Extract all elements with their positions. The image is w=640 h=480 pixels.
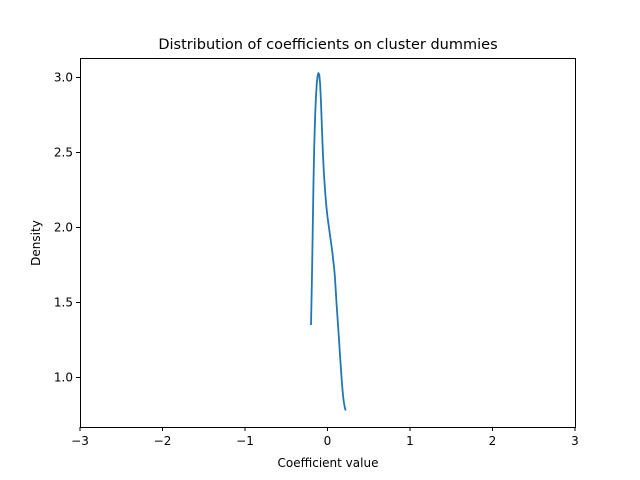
plot-layer bbox=[310, 72, 347, 411]
y-tick-label: 2.0 bbox=[54, 221, 73, 235]
y-axis-label: Density bbox=[29, 220, 43, 266]
x-tick-label: 3 bbox=[571, 434, 579, 448]
x-tick-label: −2 bbox=[154, 434, 172, 448]
x-tick-label: 2 bbox=[489, 434, 497, 448]
x-axis: −3 −2 −1 0 1 2 3 bbox=[71, 427, 579, 448]
density-line bbox=[310, 72, 347, 411]
chart-title: Distribution of coefficients on cluster … bbox=[158, 37, 497, 53]
x-tick-label: 0 bbox=[324, 434, 332, 448]
y-tick-label: 1.5 bbox=[54, 296, 73, 310]
x-tick-label: −1 bbox=[236, 434, 254, 448]
y-tick-label: 3.0 bbox=[54, 71, 73, 85]
y-axis: 1.0 1.5 2.0 2.5 3.0 bbox=[54, 71, 80, 385]
x-tick-label: 1 bbox=[406, 434, 414, 448]
y-tick-label: 2.5 bbox=[54, 146, 73, 160]
x-tick-label: −3 bbox=[71, 434, 89, 448]
x-axis-label: Coefficient value bbox=[278, 456, 379, 470]
y-tick-label: 1.0 bbox=[54, 371, 73, 385]
